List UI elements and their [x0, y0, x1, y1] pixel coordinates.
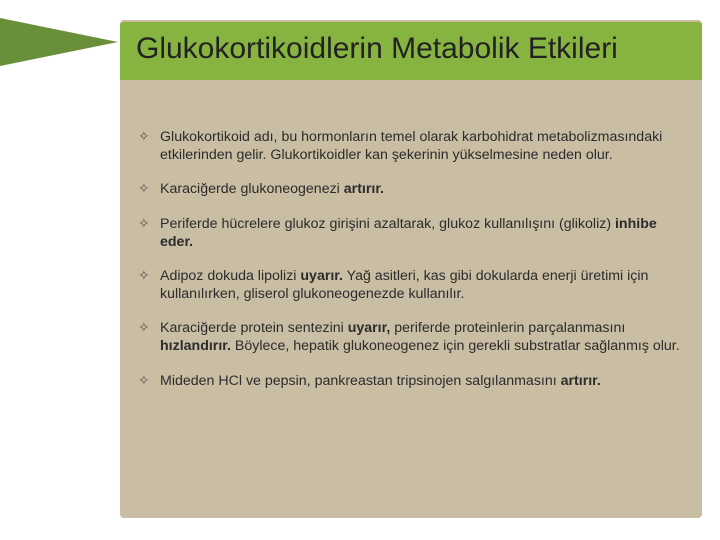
bullet-list: ✧ Glukokortikoid adı, bu hormonların teme…	[120, 112, 702, 416]
bullet-item: ✧ Adipoz dokuda lipolizi uyarır. Yağ asit…	[138, 267, 684, 303]
bullet-item: ✧ Karaciğerde glukoneogenezi artırır.	[138, 180, 684, 198]
slide-title: Glukokortikoidlerin Metabolik Etkileri	[136, 32, 686, 66]
bullet-marker-icon: ✧	[138, 319, 154, 337]
bullet-item: ✧ Glukokortikoid adı, bu hormonların teme…	[138, 128, 684, 164]
bullet-text: Karaciğerde glukoneogenezi artırır.	[160, 180, 684, 198]
bullet-marker-icon: ✧	[138, 215, 154, 233]
bullet-marker-icon: ✧	[138, 267, 154, 285]
bullet-text: Mideden HCl ve pepsin, pankreastan trips…	[160, 372, 684, 390]
bullet-text: Periferde hücrelere glukoz girişini azal…	[160, 215, 684, 251]
bullet-item: ✧ Karaciğerde protein sentezini uyarır, p…	[138, 319, 684, 355]
sidebar-accent	[0, 0, 120, 540]
bullet-marker-icon: ✧	[138, 128, 154, 146]
bullet-item: ✧ Periferde hücrelere glukoz girişini aza…	[138, 215, 684, 251]
bullet-text: Karaciğerde protein sentezini uyarır, pe…	[160, 319, 684, 355]
bullet-text: Glukokortikoid adı, bu hormonların temel…	[160, 128, 684, 164]
bullet-marker-icon: ✧	[138, 372, 154, 390]
bullet-item: ✧ Mideden HCl ve pepsin, pankreastan trip…	[138, 372, 684, 390]
bullet-marker-icon: ✧	[138, 180, 154, 198]
bullet-text: Adipoz dokuda lipolizi uyarır. Yağ asitl…	[160, 267, 684, 303]
title-band: Glukokortikoidlerin Metabolik Etkileri	[120, 22, 702, 80]
wedge-accent	[0, 18, 118, 66]
